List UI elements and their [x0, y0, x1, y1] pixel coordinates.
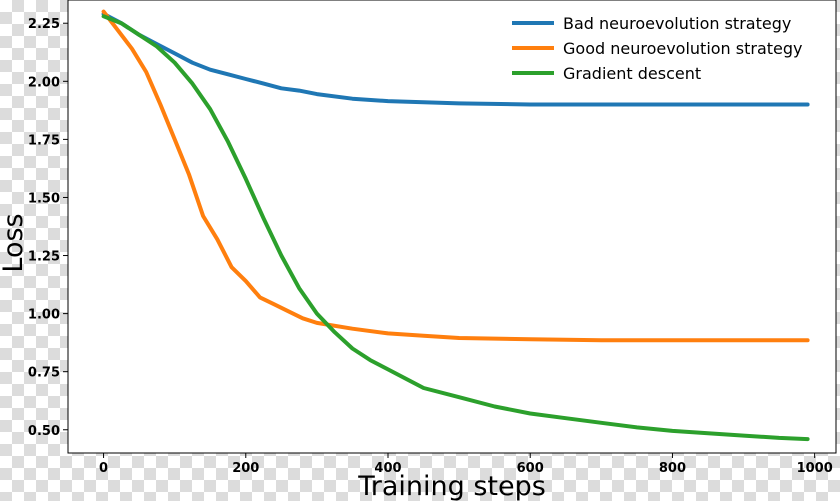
x-tick-label: 800 [659, 461, 686, 476]
x-axis: 0 200 400 600 800 1000 [99, 453, 833, 476]
y-axis: 0.50 0.75 1.00 1.25 1.50 1.75 2.00 2.25 [28, 17, 68, 439]
series-lines [101, 9, 810, 442]
legend-label: Good neuroevolution strategy [563, 39, 803, 58]
x-tick-label: 1000 [797, 461, 833, 476]
plot-area [67, 0, 837, 454]
series-line-1 [101, 11, 810, 107]
y-tick-label: 1.75 [28, 133, 60, 148]
y-tick-label: 0.75 [28, 366, 60, 381]
y-axis-title: Loss [0, 213, 29, 272]
y-tick-label: 2.00 [28, 75, 60, 90]
legend: Bad neuroevolution strategy Good neuroevo… [512, 14, 803, 83]
x-tick-label: 400 [374, 461, 401, 476]
legend-label: Gradient descent [563, 64, 701, 83]
y-tick-label: 2.25 [28, 17, 60, 32]
legend-label: Bad neuroevolution strategy [563, 14, 791, 33]
y-tick-label: 1.00 [28, 308, 60, 323]
y-tick-label: 0.50 [28, 424, 60, 439]
y-tick-label: 1.25 [28, 250, 60, 265]
series-line-2 [101, 9, 810, 343]
x-axis-title: Training steps [357, 471, 546, 501]
x-tick-label: 200 [232, 461, 259, 476]
x-tick-label: 600 [517, 461, 544, 476]
x-tick-label: 0 [99, 461, 108, 476]
series-line-3 [101, 14, 810, 442]
y-tick-label: 1.50 [28, 191, 60, 206]
